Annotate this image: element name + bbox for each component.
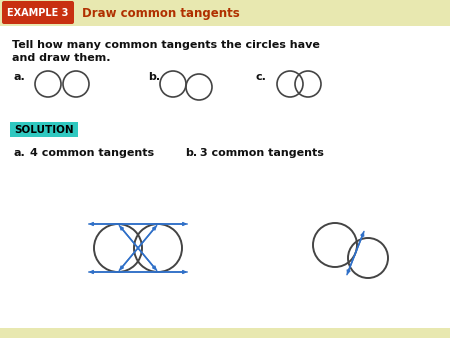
Bar <box>0 26 450 328</box>
Text: a.: a. <box>14 72 26 82</box>
Bar <box>0 328 450 338</box>
Bar <box>0 0 450 26</box>
Text: Tell how many common tangents the circles have: Tell how many common tangents the circle… <box>12 40 320 50</box>
Text: 4 common tangents: 4 common tangents <box>30 148 154 158</box>
Text: 3 common tangents: 3 common tangents <box>200 148 324 158</box>
Text: and draw them.: and draw them. <box>12 53 111 63</box>
Text: c.: c. <box>255 72 266 82</box>
FancyBboxPatch shape <box>2 1 74 24</box>
Text: Draw common tangents: Draw common tangents <box>82 7 240 20</box>
Text: a.: a. <box>13 148 25 158</box>
Text: b.: b. <box>148 72 160 82</box>
FancyBboxPatch shape <box>10 122 78 137</box>
Text: b.: b. <box>185 148 197 158</box>
Text: SOLUTION: SOLUTION <box>14 125 74 135</box>
Text: EXAMPLE 3: EXAMPLE 3 <box>7 8 69 19</box>
